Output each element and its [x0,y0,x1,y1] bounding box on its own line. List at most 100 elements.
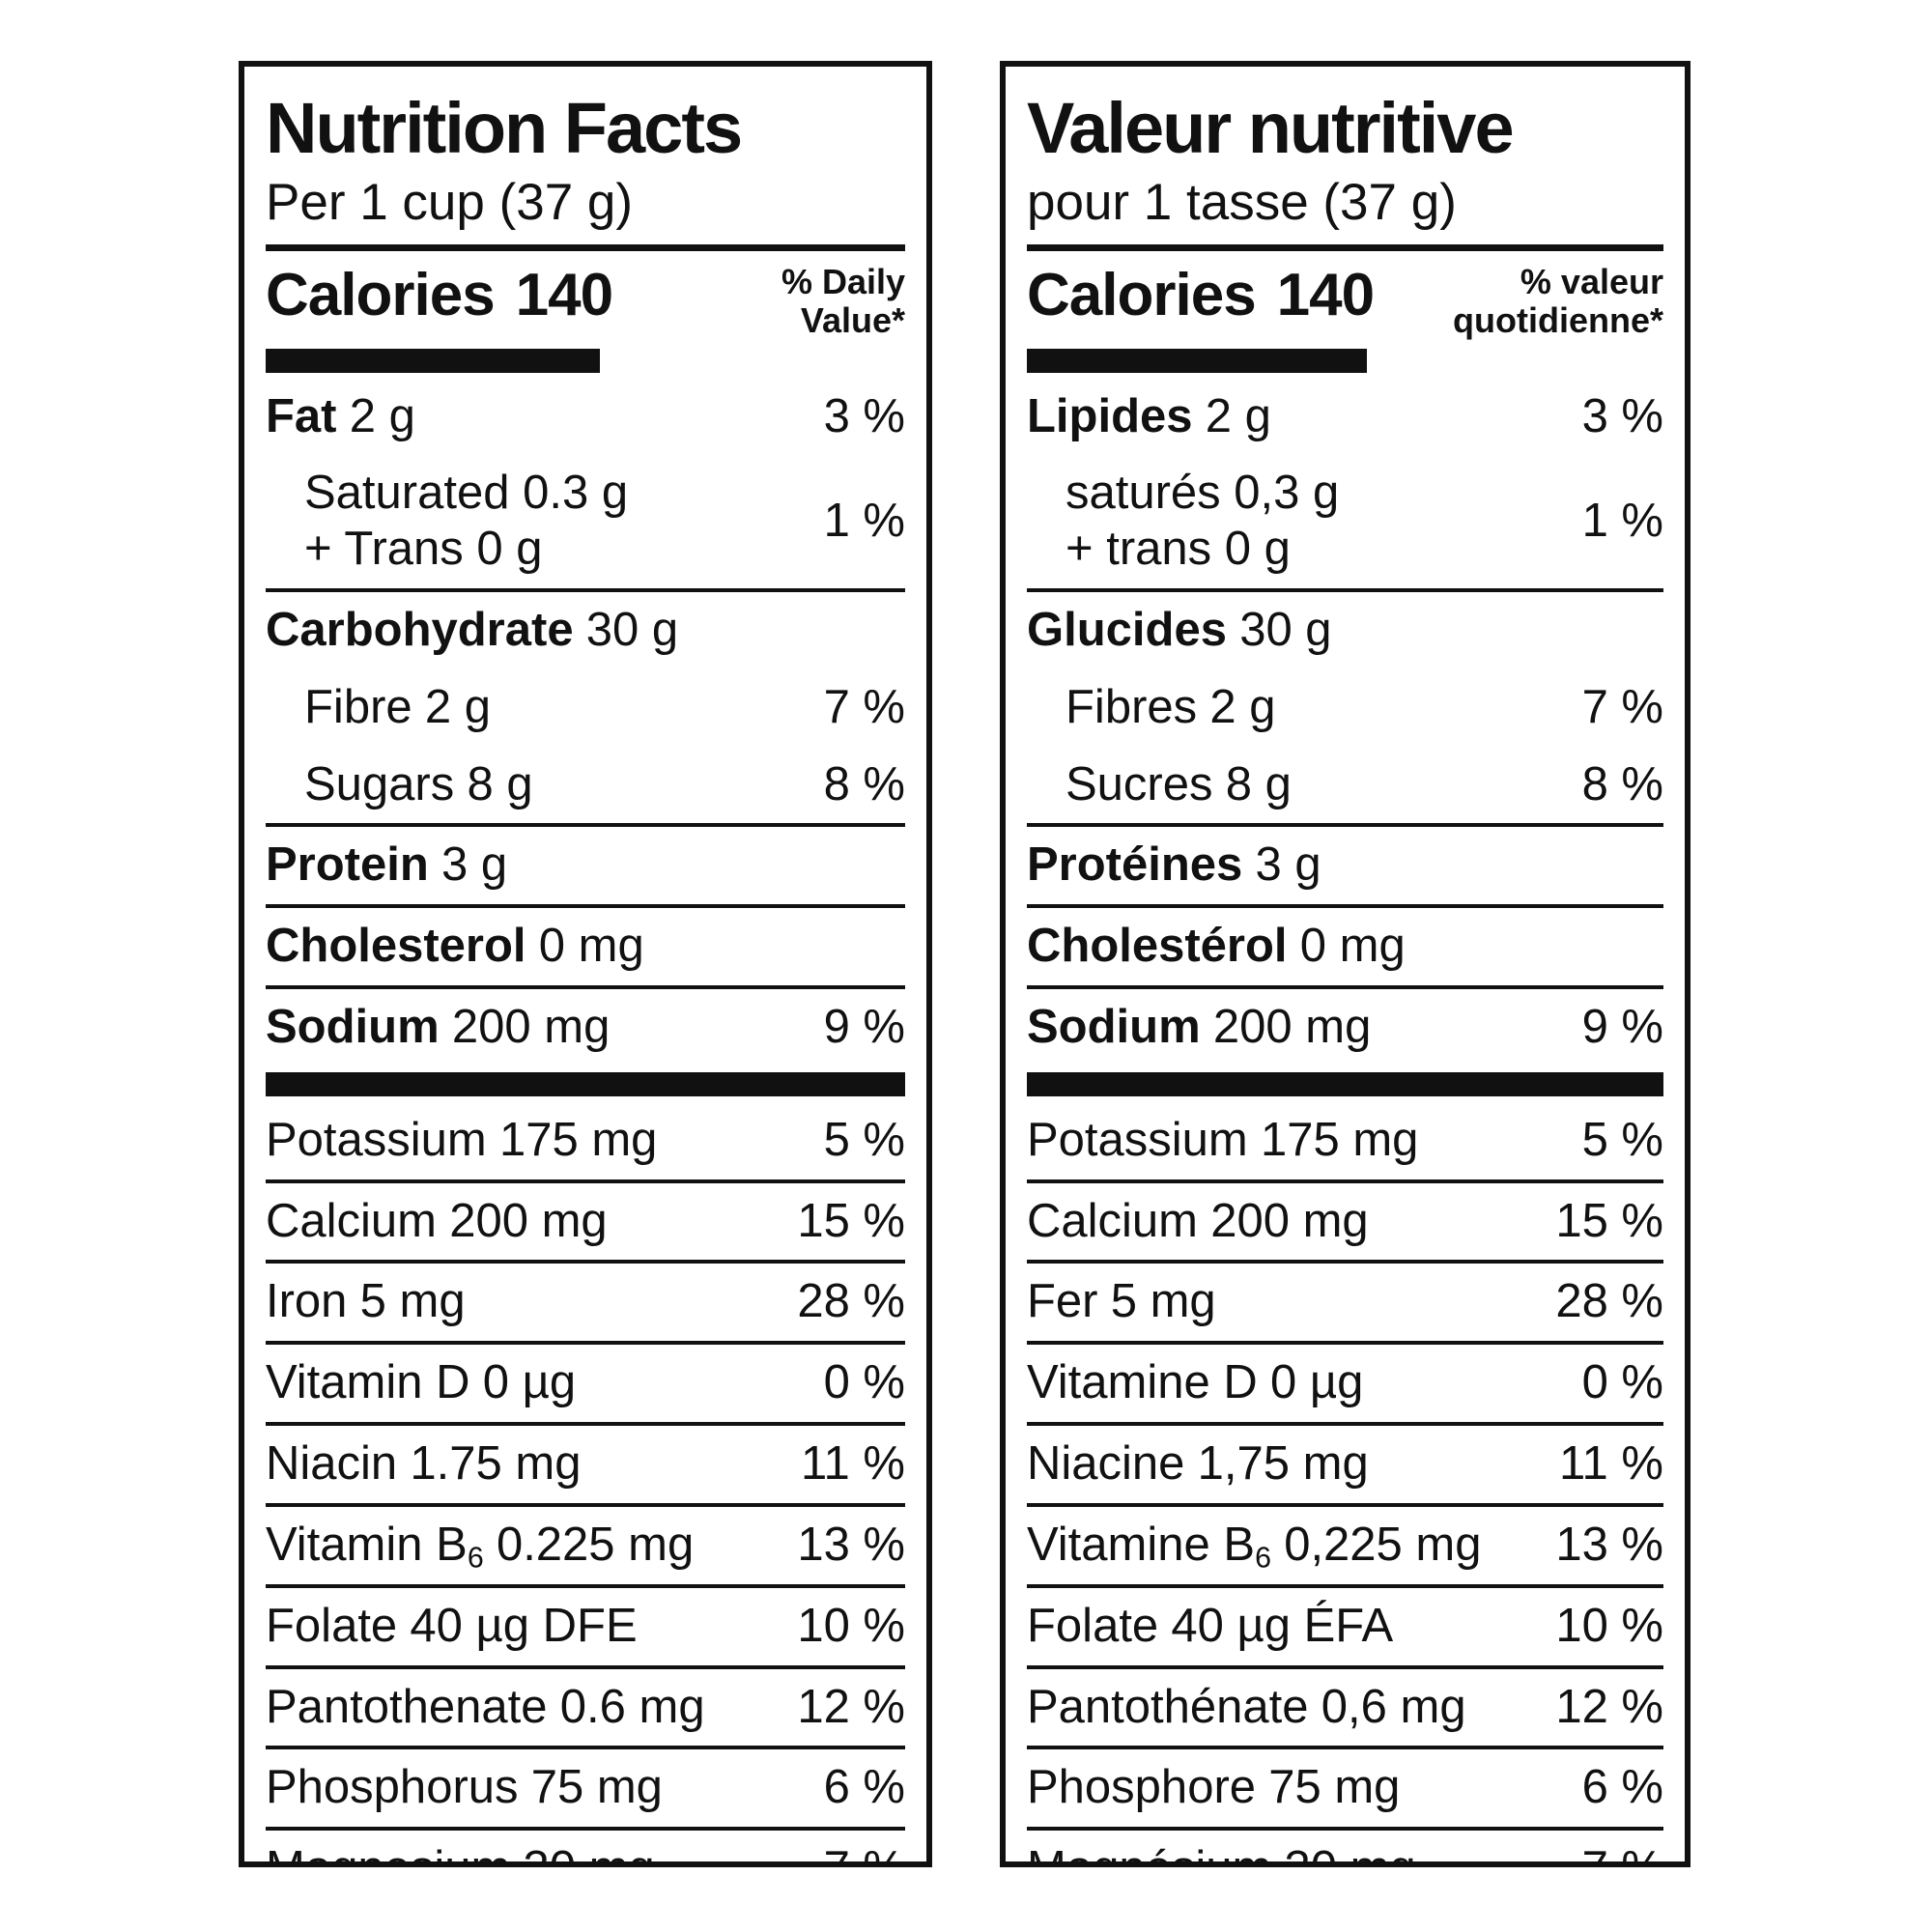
nutrient-name: Cholesterol [266,920,526,973]
nutrient-pct: 5 % [1581,1113,1663,1166]
nutrient-amount: 30 g [1239,603,1332,656]
nutrient-amount: 30 mg [1285,1842,1416,1861]
nutrient-name: Saturated 0.3 g [304,467,629,520]
nutrient-pct: 10 % [1555,1599,1663,1652]
nutrient-pct: 1 % [1581,495,1663,548]
calories-label: Calories [266,261,496,328]
nutrient-row-fat: Fat 2 g 3 % [266,379,905,456]
nutrient-amount: 40 µg ÉFA [1171,1599,1394,1652]
nutrient-amount: 5 mg [1110,1275,1216,1328]
subscript: 6 [1255,1541,1271,1575]
nutrient-pct: 1 % [823,495,905,548]
nutrient-row-sodium: Sodium 200 mg 9 % [266,989,905,1066]
nutrient-row-sucres: Sucres 8 g 8 % [1027,747,1663,824]
nutrient-row-magnesium-fr: Magnésium 30 mg 7 % [1027,1831,1663,1861]
nutrient-row-fibres: Fibres 2 g 7 % [1027,669,1663,747]
nutrient-name: Phosphore [1027,1761,1257,1814]
nutrient-amount: 0.6 mg [559,1680,705,1733]
nutrient-amount: 75 mg [530,1761,663,1814]
divider [1027,1502,1663,1507]
nutrient-name: Cholestérol [1027,920,1288,973]
nutrient-pct: 0 % [1581,1356,1663,1409]
divider [266,1502,905,1507]
nutrient-pct: 7 % [1581,680,1663,733]
nutrient-name: Calcium [1027,1194,1198,1247]
nutrient-amount: 0,6 mg [1321,1680,1466,1733]
nutrient-name: Protein [266,838,429,892]
nutrient-amount: 8 g [1225,757,1292,810]
nutrient-amount: 30 mg [524,1842,655,1861]
nutrient-name: Calcium [266,1194,437,1247]
nutrient-name: Fer [1027,1275,1098,1328]
nutrient-pct: 10 % [797,1599,905,1652]
nutrient-name: Carbohydrate [266,603,574,656]
nutrient-amount: 2 g [424,680,491,733]
nutrient-name: Magnésium [1027,1842,1271,1861]
divider [1027,985,1663,990]
calories-underline-bar [266,348,600,373]
nutrient-name: Sodium [1027,1001,1201,1054]
nutrient-name: + trans 0 g [1065,523,1291,576]
nutrient-amount: 3 g [441,838,508,892]
nutrient-name: Vitamine D [1027,1356,1258,1409]
divider [266,1664,905,1669]
divider [1027,1583,1663,1588]
divider [1027,1341,1663,1346]
nutrient-name: Protéines [1027,838,1243,892]
nutrition-facts-panel-fr: Valeur nutritive pour 1 tasse (37 g) Cal… [1000,61,1690,1867]
calories-row: Calories 140 % valeur quotidienne* [1027,261,1663,341]
nutrient-row-potassium: Potassium 175 mg 5 % [266,1102,905,1179]
nutrient-amount: 0 µg [1269,1356,1364,1409]
calories-label: Calories [1027,261,1257,328]
nutrient-pct: 7 % [824,1841,905,1861]
nutrient-pct: 28 % [797,1275,905,1328]
divider [1027,1746,1663,1750]
calories: Calories 140 [1027,261,1375,329]
nutrient-row-sugars: Sugars 8 g 8 % [266,747,905,824]
nutrient-amount: 200 mg [1210,1194,1369,1247]
divider [266,1260,905,1264]
divider [266,1179,905,1183]
serving-size: pour 1 tasse (37 g) [1027,173,1457,231]
thick-divider [1027,1071,1663,1096]
nutrient-name: Folate [266,1599,398,1652]
nutrient-amount: 0,225 mg [1284,1518,1482,1571]
nutrient-name: Fibres [1065,680,1198,733]
nutrient-name: Potassium [266,1113,487,1166]
nutrient-amount: 2 g [1205,389,1271,442]
nutrient-pct: 11 % [1558,1437,1663,1491]
nutrient-row-calcium-fr: Calcium 200 mg 15 % [1027,1183,1663,1261]
nutrient-rows: Fat 2 g 3 % Saturated 0.3 g + Trans 0 g 1… [266,379,905,1861]
nutrient-row-potassium-fr: Potassium 175 mg 5 % [1027,1102,1663,1179]
nutrient-name: Glucides [1027,603,1227,656]
nutrient-pct: 0 % [823,1356,905,1409]
nutrient-row-folate: Folate 40 µg DFE 10 % [266,1588,905,1665]
calories-row: Calories 140 % Daily Value* [266,261,905,341]
divider [1027,1179,1663,1183]
nutrient-row-phosphore: Phosphore 75 mg 6 % [1027,1749,1663,1827]
nutrient-pct: 12 % [797,1680,905,1733]
divider [1027,904,1663,909]
nutrient-pct: 7 % [823,680,905,733]
nutrient-amount: 2 g [1209,680,1276,733]
nutrient-name: Vitamin D [266,1356,470,1409]
nutrient-pct: 13 % [1555,1518,1663,1571]
nutrient-row-carbohydrate: Carbohydrate 30 g [266,592,905,669]
nutrient-amount: 175 mg [498,1113,658,1166]
nutrient-pct: 15 % [1555,1194,1663,1247]
divider [1027,823,1663,828]
nutrient-name: Fibre [304,680,412,733]
divider [266,904,905,909]
nutrient-pct: 3 % [1581,389,1663,442]
nutrient-amount: 200 mg [1212,1001,1372,1054]
daily-value-header: % Daily Value* [781,261,905,341]
nutrient-name: Phosphorus [266,1761,519,1814]
nutrient-pct: 9 % [1581,1001,1663,1054]
calories-value: 140 [515,261,613,328]
nutrient-row-calcium: Calcium 200 mg 15 % [266,1183,905,1261]
panel-title: Nutrition Facts [266,88,743,168]
nutrient-pct: 15 % [797,1194,905,1247]
divider [1027,1422,1663,1427]
nutrient-amount: 75 mg [1268,1761,1401,1814]
